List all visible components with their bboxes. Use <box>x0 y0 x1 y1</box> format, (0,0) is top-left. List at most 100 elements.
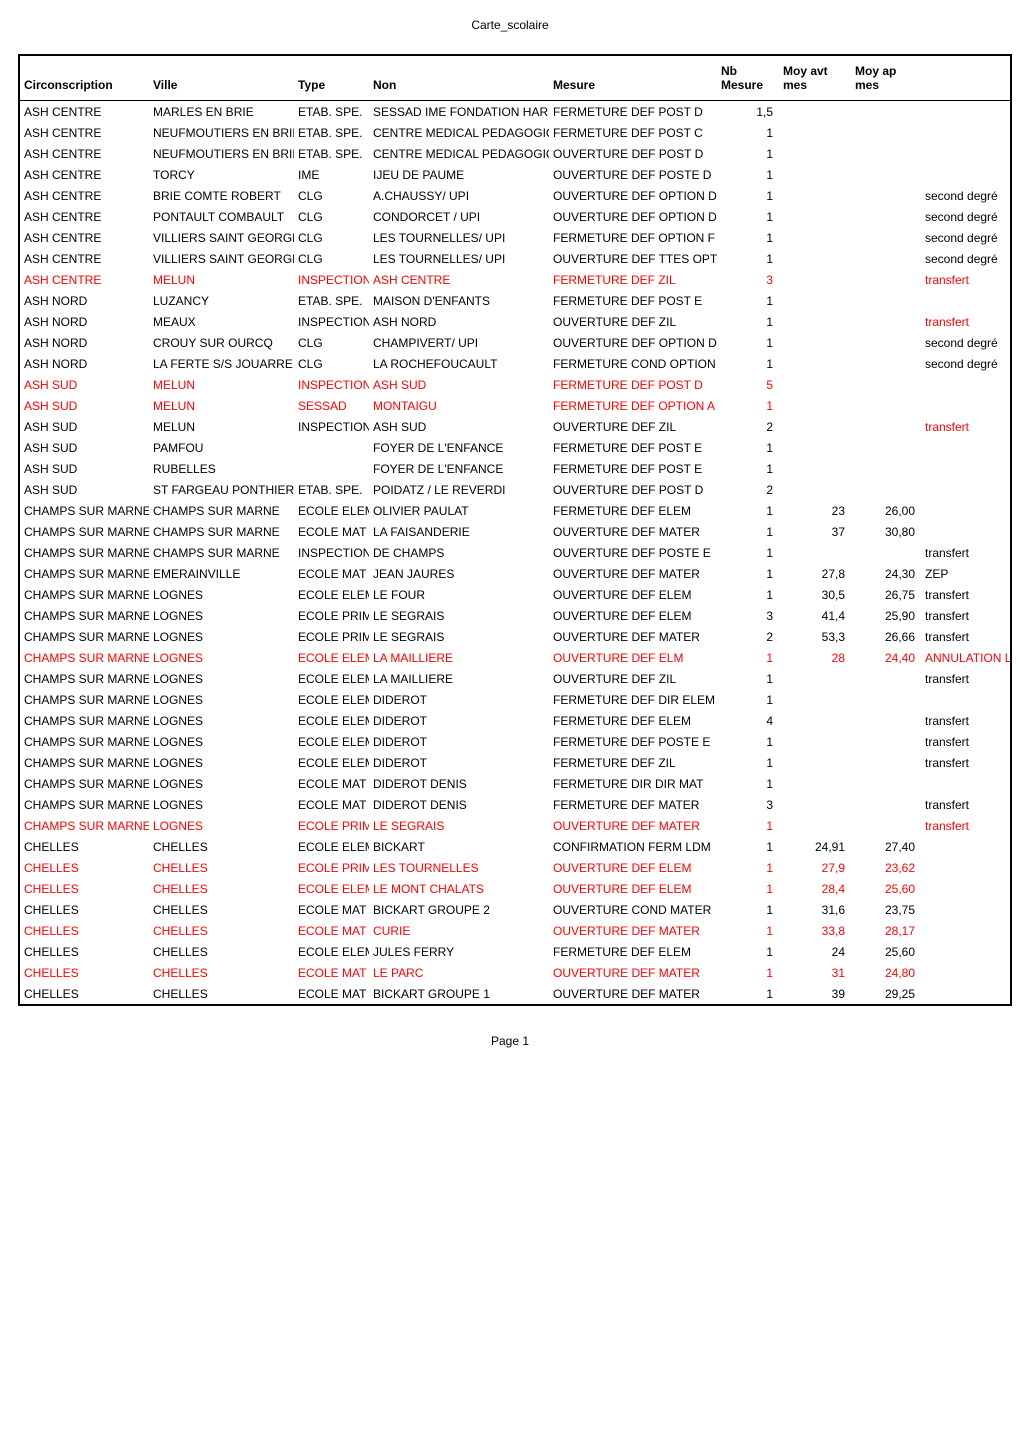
table-cell: LES TOURNELLES <box>369 857 549 878</box>
table-cell <box>921 941 1011 962</box>
table-cell <box>921 521 1011 542</box>
table-cell: FERMETURE DEF POST E <box>549 437 717 458</box>
table-cell <box>779 437 851 458</box>
table-cell: OUVERTURE DEF MATER <box>549 983 717 1005</box>
table-cell: FERMETURE DEF ZIL <box>549 752 717 773</box>
table-cell: 1 <box>717 857 779 878</box>
table-cell: CHELLES <box>19 920 149 941</box>
table-cell: 26,66 <box>851 626 921 647</box>
table-cell: CHAMPS SUR MARNE <box>19 521 149 542</box>
table-cell: 1 <box>717 899 779 920</box>
table-cell: 30,80 <box>851 521 921 542</box>
table-cell <box>779 290 851 311</box>
table-cell: CURIE <box>369 920 549 941</box>
table-cell: CLG <box>294 353 369 374</box>
table-cell <box>921 164 1011 185</box>
table-cell: BICKART GROUPE 2 <box>369 899 549 920</box>
table-cell: ECOLE MAT <box>294 563 369 584</box>
table-cell: MARLES EN BRIE <box>149 101 294 123</box>
table-cell: 30,5 <box>779 584 851 605</box>
column-header: Moy avt mes <box>779 55 851 101</box>
table-cell: ASH CENTRE <box>19 206 149 227</box>
table-cell <box>779 668 851 689</box>
table-cell: CHELLES <box>149 983 294 1005</box>
table-cell: transfert <box>921 542 1011 563</box>
table-cell: transfert <box>921 584 1011 605</box>
table-cell: ASH CENTRE <box>369 269 549 290</box>
table-body: ASH CENTREMARLES EN BRIEETAB. SPE.SESSAD… <box>19 101 1011 1006</box>
table-cell: OUVERTURE DEF TTES OPTION <box>549 248 717 269</box>
table-cell: CHAMPS SUR MARNE <box>149 500 294 521</box>
table-cell: MELUN <box>149 374 294 395</box>
table-row: ASH CENTRENEUFMOUTIERS EN BRIEETAB. SPE.… <box>19 122 1011 143</box>
table-cell: transfert <box>921 731 1011 752</box>
table-cell: second degré <box>921 332 1011 353</box>
table-cell: INSPECTION <box>294 311 369 332</box>
table-cell: CHAMPIVERT/ UPI <box>369 332 549 353</box>
table-cell: FERMETURE DEF ELEM <box>549 941 717 962</box>
table-cell: CHAMPS SUR MARNE <box>19 794 149 815</box>
table-cell: 27,8 <box>779 563 851 584</box>
table-cell <box>851 794 921 815</box>
table-cell: FERMETURE DEF MATER <box>549 794 717 815</box>
table-cell: 23,62 <box>851 857 921 878</box>
table-cell: 37 <box>779 521 851 542</box>
table-cell <box>851 332 921 353</box>
table-row: ASH CENTREPONTAULT COMBAULTCLGCONDORCET … <box>19 206 1011 227</box>
table-cell: ECOLE MAT <box>294 899 369 920</box>
table-row: CHAMPS SUR MARNELOGNESECOLE ELEMLA MAILL… <box>19 668 1011 689</box>
table-row: CHAMPS SUR MARNELOGNESECOLE ELEMLA MAILL… <box>19 647 1011 668</box>
table-cell <box>851 185 921 206</box>
table-cell <box>779 332 851 353</box>
table-cell: 1 <box>717 962 779 983</box>
table-cell: CLG <box>294 185 369 206</box>
table-cell: 1 <box>717 122 779 143</box>
table-cell: LA MAILLIERE <box>369 647 549 668</box>
table-cell: 23 <box>779 500 851 521</box>
table-cell <box>779 416 851 437</box>
table-cell: 27,40 <box>851 836 921 857</box>
table-cell <box>851 290 921 311</box>
table-cell: transfert <box>921 794 1011 815</box>
table-cell: EMERAINVILLE <box>149 563 294 584</box>
table-cell: CONFIRMATION FERM LDM <box>549 836 717 857</box>
table-cell: BICKART <box>369 836 549 857</box>
table-cell: INSPECTION <box>294 374 369 395</box>
table-cell: LOGNES <box>149 752 294 773</box>
table-cell: OUVERTURE DEF MATER <box>549 521 717 542</box>
table-cell: CHAMPS SUR MARNE <box>19 605 149 626</box>
table-cell: FERMETURE DEF POSTE E <box>549 731 717 752</box>
table-cell: ANNULATION Lldm <box>921 647 1011 668</box>
table-cell: CHAMPS SUR MARNE <box>149 521 294 542</box>
table-cell: FERMETURE DEF OPTION A <box>549 395 717 416</box>
table-cell <box>851 710 921 731</box>
table-cell <box>851 815 921 836</box>
table-cell: CROUY SUR OURCQ <box>149 332 294 353</box>
table-cell <box>779 815 851 836</box>
table-cell: ECOLE PRIM <box>294 815 369 836</box>
table-cell: OUVERTURE DEF MATER <box>549 815 717 836</box>
table-cell: OUVERTURE DEF ELEM <box>549 878 717 899</box>
table-row: CHAMPS SUR MARNELOGNESECOLE PRIMLE SEGRA… <box>19 605 1011 626</box>
table-cell: NEUFMOUTIERS EN BRIE <box>149 143 294 164</box>
table-cell: ECOLE ELEM <box>294 668 369 689</box>
page: Carte_scolaire CirconscriptionVilleTypeN… <box>0 0 1020 1068</box>
table-cell: transfert <box>921 416 1011 437</box>
table-cell <box>851 542 921 563</box>
table-cell: ASH CENTRE <box>19 269 149 290</box>
table-cell: MONTAIGU <box>369 395 549 416</box>
table-cell <box>921 983 1011 1005</box>
table-cell <box>851 227 921 248</box>
table-cell: 1 <box>717 878 779 899</box>
table-cell <box>851 143 921 164</box>
table-cell: CHELLES <box>149 878 294 899</box>
table-cell: A.CHAUSSY/ UPI <box>369 185 549 206</box>
table-cell: 1 <box>717 437 779 458</box>
table-cell: CHELLES <box>19 899 149 920</box>
table-cell: transfert <box>921 668 1011 689</box>
table-cell: ASH SUD <box>19 395 149 416</box>
table-cell: ZEP <box>921 563 1011 584</box>
table-cell: ASH CENTRE <box>19 227 149 248</box>
table-cell <box>851 479 921 500</box>
table-cell: 1 <box>717 752 779 773</box>
